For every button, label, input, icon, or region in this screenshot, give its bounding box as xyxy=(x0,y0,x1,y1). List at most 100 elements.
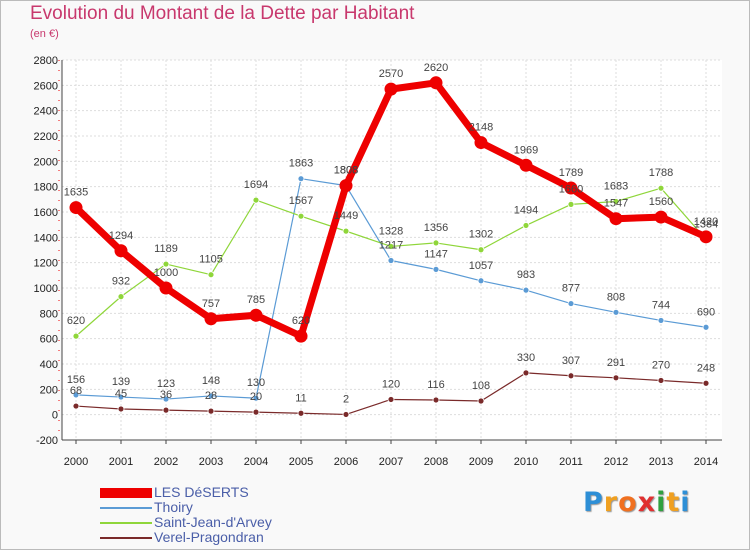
legend-label: LES DéSERTS xyxy=(154,484,249,500)
data-point xyxy=(72,402,80,410)
data-point xyxy=(477,397,485,405)
data-point xyxy=(432,396,440,404)
data-label: 156 xyxy=(67,374,85,386)
data-label: 291 xyxy=(607,357,625,369)
data-label: 932 xyxy=(112,276,130,288)
data-label: 2570 xyxy=(379,68,403,80)
data-label: 690 xyxy=(697,306,715,318)
data-point xyxy=(294,329,308,343)
x-tick-label: 2004 xyxy=(244,456,268,468)
data-point xyxy=(69,201,83,215)
data-label: 785 xyxy=(247,294,265,306)
data-label: 36 xyxy=(160,389,172,401)
logo-letter: P xyxy=(583,487,604,518)
data-point xyxy=(297,212,305,220)
chart-subtitle: (en €) xyxy=(30,28,59,40)
legend-item: Saint-Jean-d'Arvey xyxy=(100,515,272,530)
x-tick-label: 2006 xyxy=(334,456,358,468)
y-tick-label: 2200 xyxy=(34,131,58,143)
x-tick-label: 2002 xyxy=(154,456,178,468)
data-label: 148 xyxy=(202,375,220,387)
data-point xyxy=(117,393,125,401)
data-point xyxy=(207,271,215,279)
data-point xyxy=(699,230,713,244)
x-tick-label: 2009 xyxy=(469,456,493,468)
data-point xyxy=(477,246,485,254)
data-point xyxy=(522,369,530,377)
data-label: 1449 xyxy=(334,210,358,222)
legend-item: Thoiry xyxy=(100,500,272,515)
data-point xyxy=(657,377,665,384)
data-label: 116 xyxy=(427,379,445,391)
data-label: 1694 xyxy=(244,179,268,191)
y-tick-label: 1000 xyxy=(34,283,58,295)
data-label: 1863 xyxy=(289,158,313,170)
legend-item: Verel-Pragondran xyxy=(100,530,272,545)
x-tick-label: 2008 xyxy=(424,456,448,468)
data-label: 983 xyxy=(517,269,535,281)
data-point xyxy=(249,308,263,322)
data-point xyxy=(522,222,530,229)
legend-swatch xyxy=(100,487,152,498)
data-point xyxy=(342,411,350,418)
data-point xyxy=(522,286,530,294)
data-label: 620 xyxy=(67,315,85,327)
chart-title: Evolution du Montant de la Dette par Hab… xyxy=(30,3,415,24)
data-point xyxy=(432,239,440,247)
logo-letter: i xyxy=(656,487,667,518)
legend-item: LES DéSERTS xyxy=(100,485,272,500)
data-label: 1328 xyxy=(379,225,403,237)
data-label: 120 xyxy=(382,378,400,390)
y-tick-label: 2600 xyxy=(34,80,58,92)
data-label: 248 xyxy=(697,362,715,374)
data-label: 1494 xyxy=(514,204,538,216)
x-tick-label: 2000 xyxy=(64,456,88,468)
x-tick-label: 2003 xyxy=(199,456,223,468)
x-tick-label: 2011 xyxy=(559,456,583,468)
data-point xyxy=(252,394,260,402)
data-label: 20 xyxy=(250,391,262,403)
data-point xyxy=(567,300,575,307)
data-label: 1560 xyxy=(649,196,673,208)
data-label: 2148 xyxy=(469,122,493,134)
data-label: 1356 xyxy=(424,222,448,234)
data-point xyxy=(702,323,710,331)
data-point xyxy=(609,212,623,226)
data-point xyxy=(612,198,620,205)
data-point xyxy=(72,391,80,399)
legend-label: Saint-Jean-d'Arvey xyxy=(154,514,272,530)
data-label: 1547 xyxy=(604,198,628,210)
legend-swatch xyxy=(100,506,152,509)
data-point xyxy=(567,200,575,208)
data-label: 1635 xyxy=(64,187,88,199)
data-label: 1660 xyxy=(559,183,583,195)
data-label: 1000 xyxy=(154,267,178,279)
data-point xyxy=(207,392,215,400)
data-label: 330 xyxy=(517,352,535,364)
legend-label: Thoiry xyxy=(154,499,193,515)
data-label: 307 xyxy=(562,355,580,367)
data-label: 877 xyxy=(562,283,580,295)
data-label: 1147 xyxy=(424,248,448,260)
data-label: 123 xyxy=(157,378,175,390)
y-tick-label: 2000 xyxy=(34,156,58,168)
data-point xyxy=(114,244,128,258)
data-label: 1969 xyxy=(514,144,538,156)
data-label: 1808 xyxy=(334,165,358,177)
legend-swatch xyxy=(100,521,152,524)
data-label: 1189 xyxy=(154,243,178,255)
data-point xyxy=(297,175,305,183)
data-point xyxy=(117,405,125,413)
data-label: 130 xyxy=(247,377,265,389)
data-point xyxy=(657,317,665,324)
legend-swatch xyxy=(100,536,152,539)
data-point xyxy=(297,409,305,417)
logo-letter: i xyxy=(680,487,691,518)
data-point xyxy=(432,265,440,273)
data-label: 270 xyxy=(652,359,670,371)
data-label: 1105 xyxy=(199,254,223,266)
y-tick-label: 0 xyxy=(52,410,58,422)
x-tick-label: 2001 xyxy=(109,456,133,468)
data-point xyxy=(339,179,353,193)
data-point xyxy=(429,76,443,90)
